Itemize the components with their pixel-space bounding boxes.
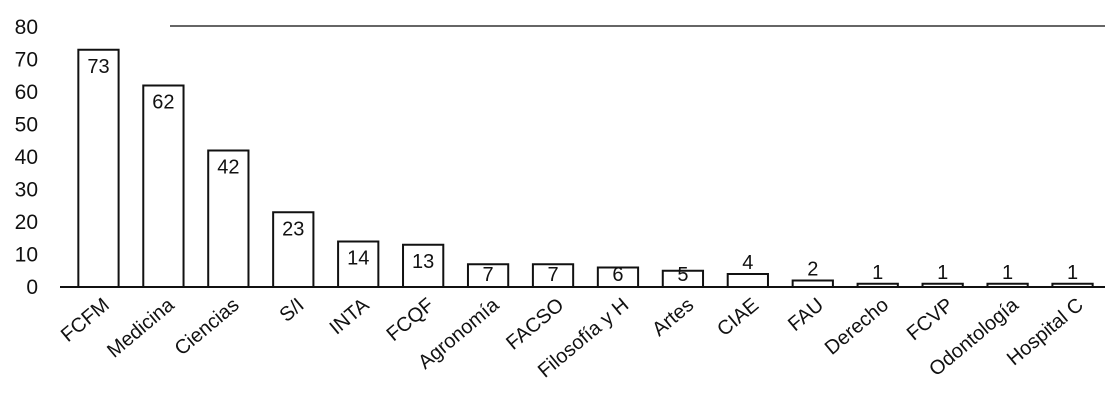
y-tick-label: 80	[15, 16, 38, 39]
x-category-label: FCVP	[903, 294, 958, 345]
bar	[77, 48, 120, 288]
bar	[726, 273, 769, 288]
data-label: 13	[412, 251, 434, 273]
data-label: 1	[1067, 262, 1078, 284]
data-label: 1	[872, 262, 883, 284]
y-tick-label: 10	[15, 244, 38, 267]
x-category-label: Artes	[648, 294, 698, 341]
data-label: 7	[483, 264, 494, 286]
data-label: 2	[807, 259, 818, 281]
data-label: 1	[1002, 262, 1013, 284]
x-category-label: FCFM	[57, 294, 114, 347]
y-tick-label: 40	[15, 146, 38, 169]
bar	[142, 84, 185, 288]
bar	[337, 240, 380, 288]
y-tick-label: 30	[15, 179, 38, 202]
x-category-label: Derecho	[821, 294, 893, 359]
y-tick-label: 70	[15, 49, 38, 72]
bar	[402, 243, 445, 288]
data-label: 73	[87, 56, 109, 78]
x-category-label: CIAE	[713, 294, 763, 341]
x-category-label: Ciencias	[171, 294, 244, 360]
data-label: 5	[677, 264, 688, 286]
data-label: 23	[282, 218, 304, 240]
y-axis-ticks: 0 10 20 30 40 50 60 70 80	[15, 16, 38, 299]
x-category-label: Medicina	[103, 293, 179, 362]
y-tick-label: 20	[15, 211, 38, 234]
y-tick-label: 60	[15, 81, 38, 104]
data-label: 7	[547, 264, 558, 286]
data-label: 6	[612, 264, 623, 286]
data-label: 4	[742, 252, 753, 274]
data-label: 42	[217, 157, 239, 179]
x-category-label: FCQF	[383, 294, 439, 346]
x-category-label: S/I	[276, 294, 309, 327]
data-label: 62	[152, 92, 174, 114]
data-label: 1	[937, 262, 948, 284]
x-category-label: INTA	[326, 294, 374, 340]
x-category-label: FAU	[784, 294, 828, 336]
y-tick-label: 50	[15, 114, 38, 137]
y-tick-label: 0	[26, 276, 38, 299]
data-label: 14	[347, 248, 369, 270]
